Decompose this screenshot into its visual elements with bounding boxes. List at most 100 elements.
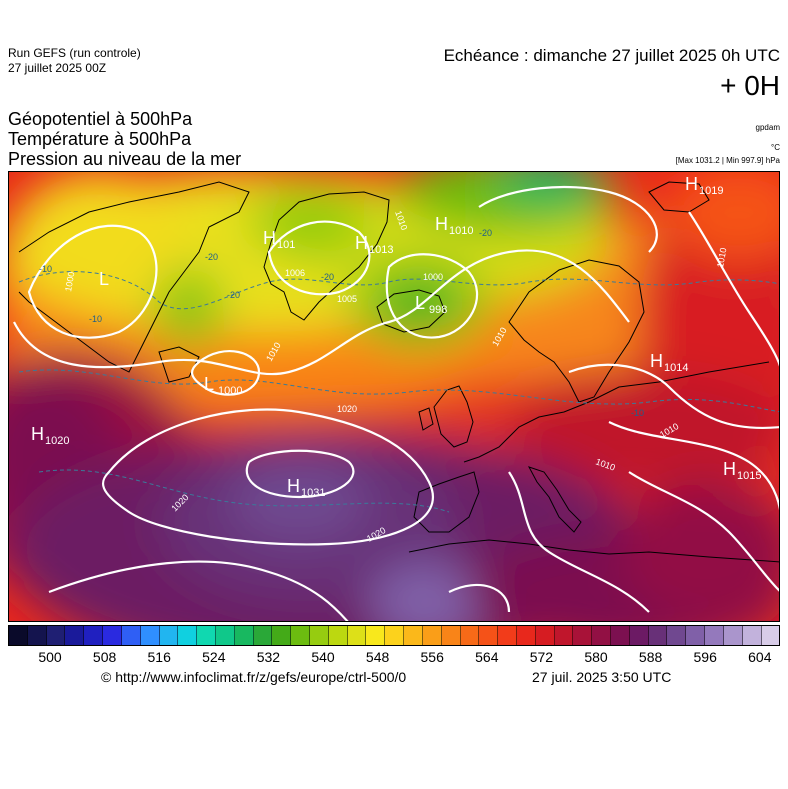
color-scale-cell [385, 626, 405, 645]
color-scale-cell [498, 626, 517, 645]
color-scale-cell [686, 626, 706, 645]
color-scale-cell [516, 626, 536, 645]
color-scale-cell [592, 626, 611, 645]
color-scale-cell [9, 626, 28, 645]
color-scale-cell [422, 626, 442, 645]
svg-text:1005: 1005 [337, 294, 357, 304]
color-scale-cell [65, 626, 85, 645]
svg-text:1014: 1014 [664, 362, 688, 374]
color-scale-label: 556 [420, 649, 444, 665]
color-scale-label: 548 [365, 649, 390, 665]
pressure-system-l1000: L [204, 374, 214, 394]
color-scale-cell [366, 626, 386, 645]
color-scale-label: 580 [584, 649, 608, 665]
run-date: 27 juillet 2025 00Z [8, 61, 107, 75]
pressure-system-h1010: H [435, 214, 448, 234]
color-scale-cell [723, 626, 743, 645]
color-scale-cell [629, 626, 649, 645]
svg-text:-10: -10 [89, 314, 102, 324]
coastlines [18, 181, 779, 563]
svg-text:1019: 1019 [699, 185, 723, 197]
color-scale-cell [328, 626, 348, 645]
color-scale-labels: 500 508 516 524 532 540 548 556 564 572 580 588 596 6… [8, 649, 780, 667]
run-title: Run GEFS (run controle) [8, 46, 141, 60]
svg-text:1010: 1010 [449, 225, 473, 237]
pressure-stats: [Max 1031.2 | Min 997.9] hPa [675, 156, 780, 165]
color-scale-cell [159, 626, 179, 645]
color-scale-cell [197, 626, 216, 645]
pressure-system-h101: H [263, 228, 276, 248]
unit-geopotential: gpdam [755, 123, 780, 132]
pressure-system-h1014: H [650, 351, 663, 371]
color-scale-label: 572 [529, 649, 554, 665]
svg-text:1013: 1013 [369, 244, 393, 256]
color-scale-cell [234, 626, 254, 645]
svg-text:1000: 1000 [63, 271, 76, 292]
copyright-link[interactable]: © http://www.infoclimat.fr/z/gefs/europe… [101, 669, 407, 685]
forecast-valid-time: Echéance : dimanche 27 juillet 2025 0h U… [443, 46, 780, 65]
color-scale-cell [554, 626, 574, 645]
weather-map-canvas: H 1020 L 1000 H 101 H 1013 H 1010 L 998 … [9, 172, 779, 621]
color-scale-cell [103, 626, 122, 645]
color-scale-cell [140, 626, 160, 645]
color-scale-cell [573, 626, 593, 645]
issued-time: 27 juil. 2025 3:50 UTC [532, 669, 672, 685]
svg-text:1015: 1015 [737, 470, 761, 482]
pressure-system-l: L [99, 269, 109, 289]
temperature-value-labels: -20 -20 -20 -20 -10 -10 -10 [39, 228, 644, 418]
pressure-system-h1019: H [685, 174, 698, 194]
color-scale-label: 532 [256, 649, 281, 665]
color-scale-cell [215, 626, 235, 645]
color-scale-label: 516 [147, 649, 171, 665]
pressure-system-l998: L [415, 293, 425, 313]
svg-text:998: 998 [429, 304, 447, 316]
svg-text:1020: 1020 [337, 404, 357, 414]
unit-temperature: °C [771, 143, 780, 152]
pressure-system-h1031: H [287, 476, 300, 496]
svg-text:-20: -20 [321, 272, 334, 282]
color-scale-label: 540 [311, 649, 335, 665]
color-scale-cell [535, 626, 555, 645]
color-scale-label: 524 [202, 649, 226, 665]
field-title-temperature: Température à 500hPa [8, 129, 192, 149]
field-title-geopotential: Géopotentiel à 500hPa [8, 109, 193, 129]
weather-map: H 1020 L 1000 H 101 H 1013 H 1010 L 998 … [8, 171, 780, 622]
svg-text:-20: -20 [227, 290, 240, 300]
svg-text:-20: -20 [205, 252, 218, 262]
temperature-isolines [18, 271, 779, 513]
color-scale-cell [705, 626, 724, 645]
svg-text:101: 101 [277, 239, 295, 251]
svg-text:1006: 1006 [285, 268, 305, 278]
color-scale-cell [667, 626, 687, 645]
color-scale-label: 604 [748, 649, 772, 665]
color-scale-cell [761, 626, 780, 645]
color-scale-cell [253, 626, 273, 645]
color-scale-cell [27, 626, 47, 645]
forecast-offset: + 0H [720, 70, 780, 101]
svg-text:1010: 1010 [715, 247, 728, 268]
svg-text:1000: 1000 [218, 385, 242, 397]
color-scale-cell [46, 626, 66, 645]
pressure-system-h1020: H [31, 424, 44, 444]
geopotential-field [9, 172, 779, 621]
pressure-system-h1013: H [355, 233, 368, 253]
pressure-system-h1015: H [723, 459, 736, 479]
color-scale-cell [479, 626, 499, 645]
color-scale-cell [404, 626, 423, 645]
color-scale-label: 596 [693, 649, 717, 665]
color-scale-cell [648, 626, 668, 645]
color-scale-cell [347, 626, 367, 645]
svg-text:-10: -10 [39, 264, 52, 274]
color-scale-cell [272, 626, 292, 645]
color-scale-label: 588 [638, 649, 663, 665]
svg-text:1031: 1031 [301, 487, 325, 499]
color-scale-cell [460, 626, 480, 645]
svg-text:1020: 1020 [45, 435, 69, 447]
color-scale-label: 564 [475, 649, 499, 665]
svg-text:1000: 1000 [423, 272, 443, 282]
color-scale-cell [121, 626, 141, 645]
field-title-pressure: Pression au niveau de la mer [8, 149, 242, 169]
svg-text:-20: -20 [479, 228, 492, 238]
pressure-system-labels: H 1020 L 1000 H 101 H 1013 H 1010 L 998 … [31, 174, 761, 499]
color-scale-label: 500 [38, 649, 62, 665]
